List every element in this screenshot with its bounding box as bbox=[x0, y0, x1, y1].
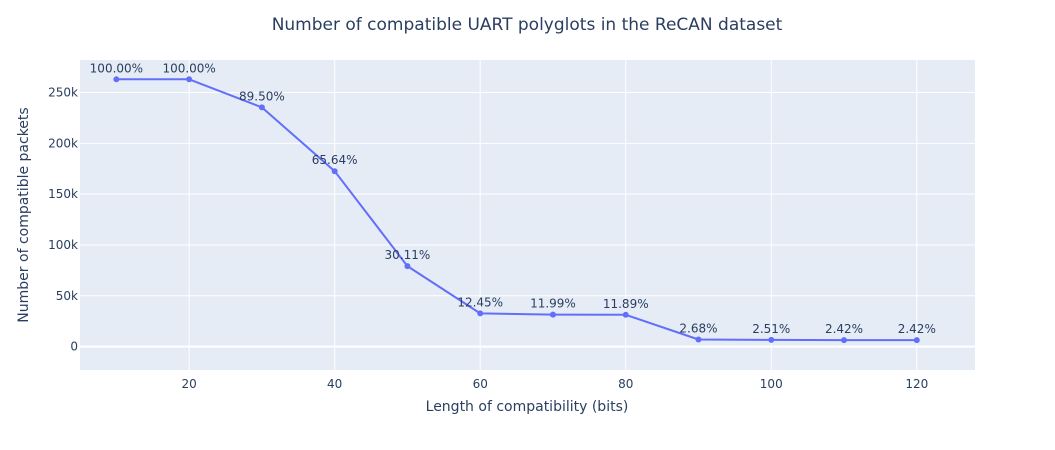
x-tick-label: 60 bbox=[473, 377, 488, 391]
data-label: 2.68% bbox=[679, 321, 717, 335]
data-labels: 100.00% 100.00% 89.50% 65.64% 30.11% 12.45% 11… bbox=[90, 61, 936, 336]
x-axis-title: Length of compatibility (bits) bbox=[426, 399, 629, 415]
data-label: 30.11% bbox=[385, 248, 431, 262]
data-point bbox=[477, 310, 484, 317]
y-tick-label: 200k bbox=[48, 136, 78, 150]
data-point bbox=[622, 311, 629, 318]
x-tick-label: 80 bbox=[618, 377, 633, 391]
y-tick-label: 250k bbox=[48, 86, 78, 100]
data-label: 100.00% bbox=[162, 61, 215, 75]
y-axis-ticks: 0 50k 100k 150k 200k 250k bbox=[48, 86, 78, 354]
data-point bbox=[113, 76, 120, 83]
series-line bbox=[116, 78, 917, 342]
data-label: 65.64% bbox=[312, 153, 358, 167]
y-tick-label: 50k bbox=[56, 289, 78, 303]
series-group bbox=[113, 76, 920, 344]
data-point bbox=[768, 336, 775, 343]
data-point bbox=[404, 263, 411, 270]
data-label: 11.89% bbox=[603, 297, 649, 311]
data-point bbox=[258, 104, 265, 111]
data-point bbox=[549, 311, 556, 318]
data-label: 89.50% bbox=[239, 89, 285, 103]
grid-lines bbox=[80, 60, 975, 370]
chart-title: Number of compatible UART polyglots in t… bbox=[272, 15, 783, 35]
data-point bbox=[186, 76, 193, 83]
data-point bbox=[695, 336, 702, 343]
y-tick-label: 100k bbox=[48, 238, 78, 252]
x-axis-ticks: 20 40 60 80 100 120 bbox=[182, 377, 929, 391]
y-tick-label: 0 bbox=[70, 340, 78, 354]
x-tick-label: 40 bbox=[327, 377, 342, 391]
x-tick-label: 20 bbox=[182, 377, 197, 391]
data-point bbox=[913, 337, 920, 344]
data-point bbox=[331, 168, 338, 175]
data-label: 2.42% bbox=[898, 322, 936, 336]
data-label: 2.42% bbox=[825, 322, 863, 336]
data-label: 11.99% bbox=[530, 297, 576, 311]
data-label: 12.45% bbox=[457, 295, 503, 309]
x-tick-label: 100 bbox=[760, 377, 783, 391]
data-label: 2.51% bbox=[752, 322, 790, 336]
data-label: 100.00% bbox=[90, 61, 143, 75]
y-axis-title: Number of compatible packets bbox=[16, 107, 32, 322]
data-point bbox=[841, 337, 848, 344]
x-tick-label: 120 bbox=[905, 377, 928, 391]
plot-background bbox=[80, 60, 975, 370]
y-tick-label: 150k bbox=[48, 187, 78, 201]
